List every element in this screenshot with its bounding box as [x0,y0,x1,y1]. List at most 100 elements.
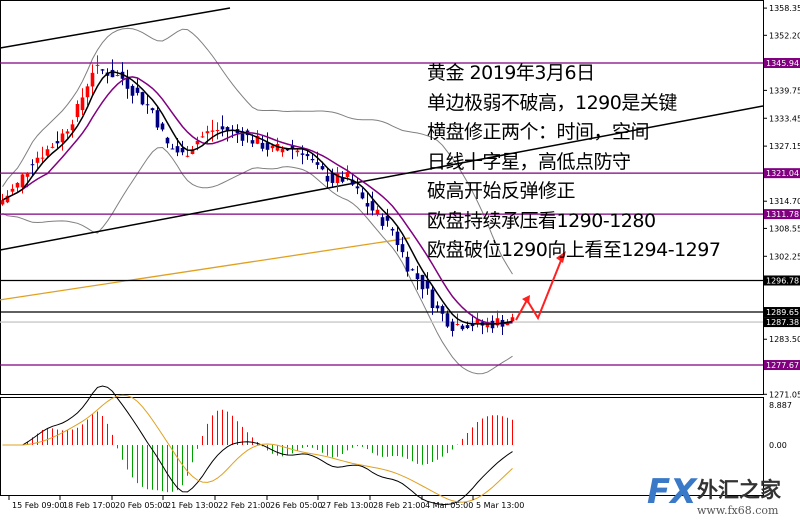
candle-body [45,149,50,156]
indicator-tick-label: 0.00 [769,441,787,450]
candle-body [325,175,330,182]
candle-body [55,141,60,144]
trendline-lower [0,105,764,251]
candle-body [290,145,295,150]
candle-body [330,172,335,183]
candle-body [400,244,405,253]
candle-body [205,131,210,134]
bollinger-upper [2,27,513,275]
candle-body [80,97,85,111]
arrow-head-icon [522,295,530,304]
candle-body [355,186,360,189]
candle-body [135,87,140,93]
note-line: 单边极弱不破高，1290是关键 [427,91,677,114]
main-pane [0,0,764,395]
candle-body [385,215,390,221]
time-tick-label: 18 Feb 17:00 [63,501,115,510]
time-tick-label: 4 Mar 05:00 [425,501,473,510]
candle-body [310,158,315,161]
price-tag [764,317,800,328]
candle-body [200,136,205,138]
candle-body [320,166,325,170]
candle-body [375,209,380,214]
candle-body [380,217,385,226]
candle-body [10,188,15,192]
candle-body [485,322,490,328]
svg-text:FX: FX [647,472,698,512]
candle-body [460,325,465,330]
candle-body [365,203,370,207]
candle-body [295,150,300,153]
fast-moving-average [2,70,513,325]
candle-body [225,127,230,131]
candle-body [215,130,220,132]
price-tag [764,360,800,371]
time-tick-label: 28 Feb 21:00 [373,501,425,510]
note-line: 破高开始反弹修正 [427,180,576,202]
candle-body [5,195,10,203]
candle-body [140,92,145,105]
candle-body [130,85,135,96]
trendline-upper [0,7,231,49]
price-tick-label: 1302.25 [769,252,800,261]
svg-text:外汇之家: 外汇之家 [697,478,782,502]
candle-body [175,146,180,153]
candle-body [160,123,165,130]
note-line: 黄金 2019年3月6日 [427,62,595,84]
candle-body [115,75,120,77]
price-tag-label: 1296.78 [766,276,799,285]
candle-body [415,273,420,280]
time-tick-label: 22 Feb 21:00 [218,501,270,510]
candle-body [470,323,475,327]
candle-body [185,155,190,157]
note-line: 日线十字星，高低点防守 [427,150,631,173]
candle-body [100,69,105,71]
candle-body [240,131,245,141]
slow-moving-average [2,76,513,325]
candle-body [90,72,95,87]
candle-body [280,148,285,153]
price-tag [764,58,800,68]
price-tag-label: 1321.04 [766,169,799,178]
analysis-annotation: 黄金 2019年3月6日 单边极弱不破高，1290是关键 横盘修正两个：时间，空… [427,59,721,266]
note-line: 横盘修正两个：时间，空间 [427,121,650,143]
candle-body [195,140,200,145]
candle-body [15,182,20,188]
candle-body [75,104,80,118]
candle-body [190,149,195,155]
candle-body [145,104,150,106]
candle-body [475,319,480,324]
candle-body [155,110,160,128]
candle-body [465,325,470,329]
candle-body [270,145,275,149]
price-tag-label: 1289.65 [766,308,799,317]
candle-body [345,172,350,177]
candle-body [250,140,255,144]
candle-body [25,172,30,177]
candle-body [120,71,125,79]
price-tag-label: 1311.78 [766,210,799,219]
candle-body [510,317,515,322]
signal-line [2,394,513,503]
indicator-tick-label: 8.887 [769,401,792,410]
candle-body [70,124,75,131]
candle-body [150,108,155,111]
candle-body [220,126,225,130]
time-tick-label: 27 Feb 13:00 [321,501,373,510]
candle-body [180,147,185,153]
candle-body [370,201,375,211]
candle-body [125,78,130,89]
candle-body [210,130,215,132]
candle-body [95,64,100,66]
candle-body [455,323,460,325]
candle-body [495,318,500,326]
candle-body [395,231,400,246]
candle-body [440,306,445,314]
candle-body [285,148,290,151]
forecast-arrow-path [515,257,563,321]
price-tick-label: 1352.20 [769,31,800,40]
time-tick-label: 20 Feb 05:00 [115,501,167,510]
price-tick-label: 1339.75 [769,86,800,95]
candle-body [450,321,455,331]
